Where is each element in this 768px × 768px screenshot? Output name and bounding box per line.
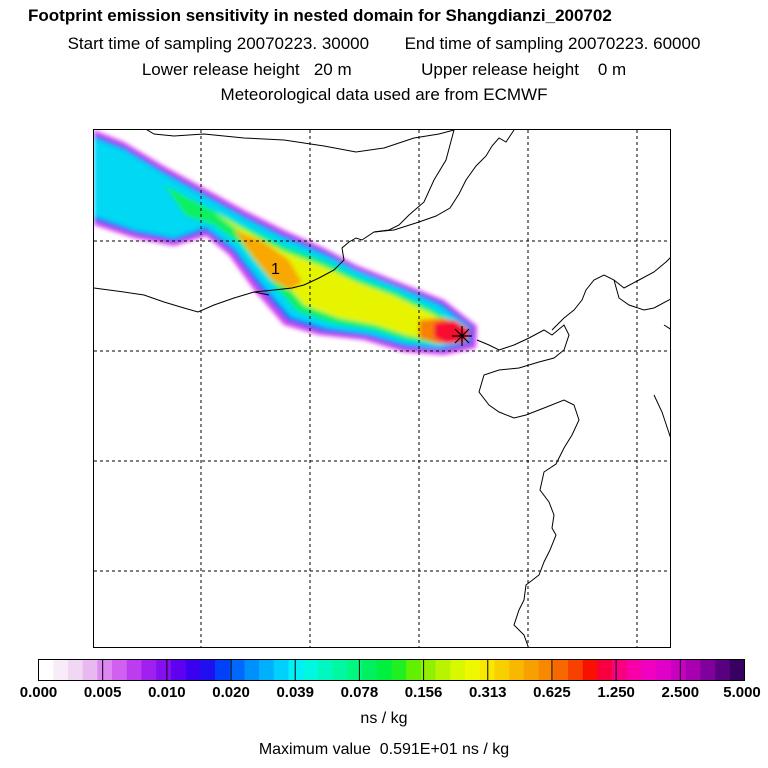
colorbar-cell <box>332 659 348 681</box>
colorbar-cell <box>170 659 186 681</box>
colorbar-tick-label: 0.156 <box>404 684 443 701</box>
colorbar-cell <box>582 659 598 681</box>
upper-release-label: Upper release height <box>421 60 579 79</box>
colorbar-cell <box>715 659 731 681</box>
gridlines <box>94 130 670 647</box>
colorbar-cell <box>729 659 745 681</box>
end-time-value: 20070223. 60000 <box>568 34 701 53</box>
colorbar-unit: ns / kg <box>360 710 408 727</box>
colorbar-cell <box>612 659 628 681</box>
colorbar-cell <box>38 659 54 681</box>
colorbar-cell <box>141 659 157 681</box>
colorbar-cell <box>509 659 525 681</box>
colorbar-cell <box>362 659 378 681</box>
colorbar-cell <box>700 659 716 681</box>
colorbar-tick-label: 0.078 <box>340 684 379 701</box>
colorbar-cell <box>273 659 289 681</box>
colorbar-cell <box>641 659 657 681</box>
colorbar-tick-label: 0.313 <box>468 684 507 701</box>
plume-orange-core <box>234 230 302 290</box>
colorbar-cell <box>670 659 686 681</box>
plume-yellow <box>214 212 460 340</box>
colorbar-cell <box>112 659 128 681</box>
colorbar-tick-label: 1.250 <box>597 684 635 701</box>
map-canvas: 1 <box>94 130 670 647</box>
colorbar-cell <box>303 659 319 681</box>
lower-release-value: 20 m <box>313 60 352 79</box>
colorbar-cell <box>479 659 495 681</box>
station-star-icon <box>452 326 472 346</box>
colorbar-frame <box>38 659 745 681</box>
colorbar-cell <box>347 659 363 681</box>
colorbar-cell <box>553 659 569 681</box>
colorbar-tick-label: 0.010 <box>148 684 186 701</box>
colorbar-cell <box>597 659 613 681</box>
colorbar-tick-label: 0.005 <box>83 684 122 701</box>
colorbar-cell <box>656 659 672 681</box>
colorbar-cell <box>523 659 539 681</box>
colorbar-cell <box>626 659 642 681</box>
colorbar-tick-label: 0.625 <box>533 684 571 701</box>
start-time-label: Start time of sampling <box>67 34 232 53</box>
colorbar-tick-label: 5.000 <box>723 684 761 701</box>
colorbar-cell <box>538 659 554 681</box>
colorbar-cell <box>244 659 260 681</box>
colorbar-cell <box>259 659 275 681</box>
met-data-note: Meteorological data used are from ECMWF <box>220 85 548 104</box>
colorbar-cell <box>185 659 201 681</box>
colorbar-cell <box>435 659 451 681</box>
colorbar-cells <box>38 659 745 681</box>
colorbar-tick-label: 2.500 <box>661 684 700 701</box>
colorbar-dividers <box>102 659 681 681</box>
upper-release-value: 0 m <box>597 60 627 79</box>
colorbar-tick-label: 0.020 <box>212 684 250 701</box>
footprint-plume <box>94 130 477 355</box>
colorbar-cell <box>391 659 407 681</box>
colorbar <box>38 659 745 681</box>
plot-title: Footprint emission sensitivity in nested… <box>28 6 612 25</box>
colorbar-cell <box>465 659 481 681</box>
colorbar-cell <box>288 659 304 681</box>
colorbar-tick-label: 0.000 <box>19 684 58 701</box>
colorbar-cell <box>53 659 69 681</box>
release-heights: Lower release height 20 m Upper release … <box>0 60 768 80</box>
colorbar-cell <box>229 659 245 681</box>
colorbar-cell <box>406 659 422 681</box>
maximum-value: Maximum value 0.591E+01 ns / kg <box>258 741 510 758</box>
start-time-value: 20070223. 30000 <box>236 34 370 53</box>
end-time-label: End time of sampling <box>404 34 564 53</box>
colorbar-cell <box>317 659 333 681</box>
map-panel: 1 <box>93 129 671 648</box>
colorbar-cell <box>215 659 231 681</box>
contour-label: 1 <box>271 261 280 278</box>
colorbar-cell <box>156 659 172 681</box>
coastlines-borders <box>94 130 670 647</box>
lower-release-label: Lower release height <box>141 60 300 79</box>
sampling-times: Start time of sampling 20070223. 30000 E… <box>0 34 768 54</box>
colorbar-cell <box>200 659 216 681</box>
plume-red-station <box>434 320 470 344</box>
colorbar-cell <box>82 659 98 681</box>
colorbar-cell <box>376 659 392 681</box>
colorbar-cell <box>420 659 436 681</box>
colorbar-cell <box>450 659 466 681</box>
colorbar-tick-label: 0.039 <box>276 684 314 701</box>
colorbar-cell <box>126 659 142 681</box>
colorbar-cell <box>97 659 113 681</box>
colorbar-cell <box>494 659 510 681</box>
colorbar-cell <box>67 659 83 681</box>
colorbar-cell <box>568 659 584 681</box>
colorbar-cell <box>685 659 701 681</box>
